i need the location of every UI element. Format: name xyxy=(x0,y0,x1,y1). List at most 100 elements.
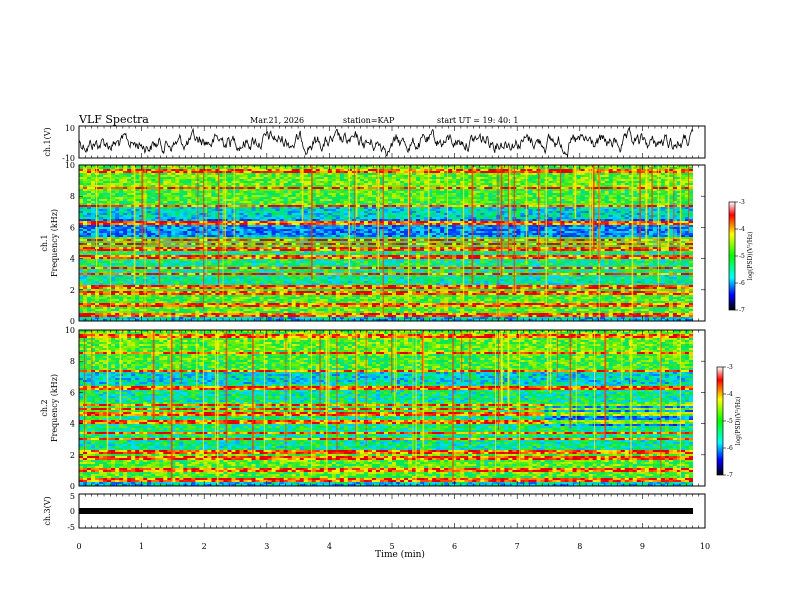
time-tick-label: 1 xyxy=(139,542,144,551)
sferic-streak xyxy=(365,330,367,447)
waveform-ch1-trace xyxy=(78,127,694,158)
colorbar-tick-label: -7 xyxy=(727,472,733,479)
sferic-streak xyxy=(214,330,216,441)
sferic-streak xyxy=(205,165,207,278)
sferic-streak xyxy=(549,330,552,394)
sferic-streak xyxy=(415,330,417,485)
sferic-streak xyxy=(574,165,576,213)
sferic-streak xyxy=(509,165,511,221)
ch3-ytick-bottom: -5 xyxy=(67,523,75,532)
ch1-ytick-top: 10 xyxy=(65,124,75,133)
time-tick-label: 3 xyxy=(264,542,269,551)
frequency-tick-label: 0 xyxy=(70,482,75,491)
time-axis-tick-labels: 0 1 2 3 4 5 6 7 8 9 10 xyxy=(76,542,710,551)
sferic-streak xyxy=(574,165,576,219)
sferic-streak xyxy=(91,330,93,386)
spectrogram-ch1-image xyxy=(79,165,705,321)
frequency-tick-label: 4 xyxy=(70,420,75,429)
sferic-streak xyxy=(667,165,670,247)
sferic-streak xyxy=(461,330,463,383)
sferic-streak xyxy=(507,330,509,403)
sferic-streak xyxy=(546,330,549,390)
sferic-streak xyxy=(513,165,515,292)
sferic-streak xyxy=(319,330,321,413)
colorbar-ch1-label: log(PSD)(V²/Hz) xyxy=(747,232,754,281)
sferic-streak xyxy=(659,330,661,417)
sferic-streak xyxy=(498,330,499,431)
sferic-streak xyxy=(289,330,291,420)
sferic-streak xyxy=(569,330,572,429)
waveform-ch3-ylabel: ch.3(V) xyxy=(43,496,52,525)
sferic-streak xyxy=(355,165,358,218)
sferic-streak xyxy=(495,330,496,473)
start-ut-label: start UT = 19: 40: 1 xyxy=(437,116,518,125)
waveform-ch1-ylabel: ch.1(V) xyxy=(43,127,52,156)
time-tick-label: 9 xyxy=(640,542,645,551)
sferic-streak xyxy=(630,330,632,462)
sferic-streak xyxy=(328,330,330,407)
time-axis-label: Time (min) xyxy=(375,549,425,560)
sferic-streak xyxy=(497,165,499,321)
sferic-streak xyxy=(688,165,689,234)
sferic-streak xyxy=(224,165,226,253)
frequency-tick-label: 8 xyxy=(70,357,75,366)
frequency-tick-label: 8 xyxy=(70,192,75,201)
sferic-streak xyxy=(355,330,357,443)
sferic-streak xyxy=(263,330,265,450)
time-tick-label: 4 xyxy=(327,542,332,551)
sferic-streak xyxy=(545,165,547,305)
date-label: Mar.21, 2026 xyxy=(250,116,304,125)
sferic-streak xyxy=(447,165,448,242)
sferic-streak xyxy=(382,165,384,316)
spectrogram-ch2-channel-label: ch.2 xyxy=(40,399,49,416)
sferic-streak xyxy=(591,165,593,247)
time-tick-label: 2 xyxy=(202,542,207,551)
sferic-streak xyxy=(252,330,254,455)
sferic-streak xyxy=(216,330,219,485)
sferic-streak xyxy=(233,165,235,241)
sferic-streak xyxy=(471,165,474,284)
spectrogram-ch2-ylabel: Frequency (kHz) xyxy=(50,374,59,442)
sferic-streak xyxy=(202,330,204,460)
sferic-streak xyxy=(538,165,540,262)
sferic-streak xyxy=(407,165,410,302)
sferic-streak xyxy=(180,330,182,384)
sferic-streak xyxy=(621,330,623,381)
spectrogram-ch1-ylabel: Frequency (kHz) xyxy=(50,209,59,277)
sferic-streak xyxy=(222,165,224,306)
frequency-tick-label: 0 xyxy=(70,317,75,326)
sferic-streak xyxy=(310,330,312,476)
figure-title: VLF Spectra xyxy=(78,113,149,126)
sferic-streak xyxy=(311,165,313,280)
colorbar-ch2-label: log(PSD)(V²/Hz) xyxy=(735,397,742,446)
sferic-streak xyxy=(158,165,161,284)
sferic-streak xyxy=(196,330,198,388)
frequency-tick-label: 2 xyxy=(70,286,75,295)
sferic-streak xyxy=(589,165,591,260)
time-tick-label: 10 xyxy=(700,542,710,551)
sferic-streak xyxy=(225,330,228,444)
sferic-streak xyxy=(96,165,98,267)
sferic-streak xyxy=(592,165,595,251)
sferic-streak xyxy=(203,165,205,311)
sferic-streak xyxy=(158,165,160,220)
ch3-ytick-mid: 0 xyxy=(70,507,75,516)
waveform-ch3-panel: 5 0 -5 ch.3(V) xyxy=(43,492,706,532)
sferic-streak xyxy=(348,165,350,275)
colorbar-tick-label: -7 xyxy=(739,307,745,314)
sferic-streak xyxy=(301,165,304,222)
spectrogram-ch2-image xyxy=(79,330,705,486)
sferic-streak xyxy=(469,330,471,445)
sferic-streak xyxy=(673,165,675,263)
spectrogram-ch1-panel: 0 2 4 6 8 10 ch.1 Frequency (kHz) xyxy=(40,161,706,326)
frequency-tick-label: 4 xyxy=(70,255,75,264)
sferic-streak xyxy=(152,330,155,421)
sferic-streak xyxy=(462,165,465,301)
sferic-streak xyxy=(110,165,111,310)
time-tick-label: 8 xyxy=(577,542,582,551)
sferic-streak xyxy=(355,330,358,435)
sferic-streak xyxy=(353,165,355,243)
sferic-streak xyxy=(170,330,173,482)
colorbar-tick-label: -5 xyxy=(739,253,745,260)
sferic-streak xyxy=(144,165,146,312)
